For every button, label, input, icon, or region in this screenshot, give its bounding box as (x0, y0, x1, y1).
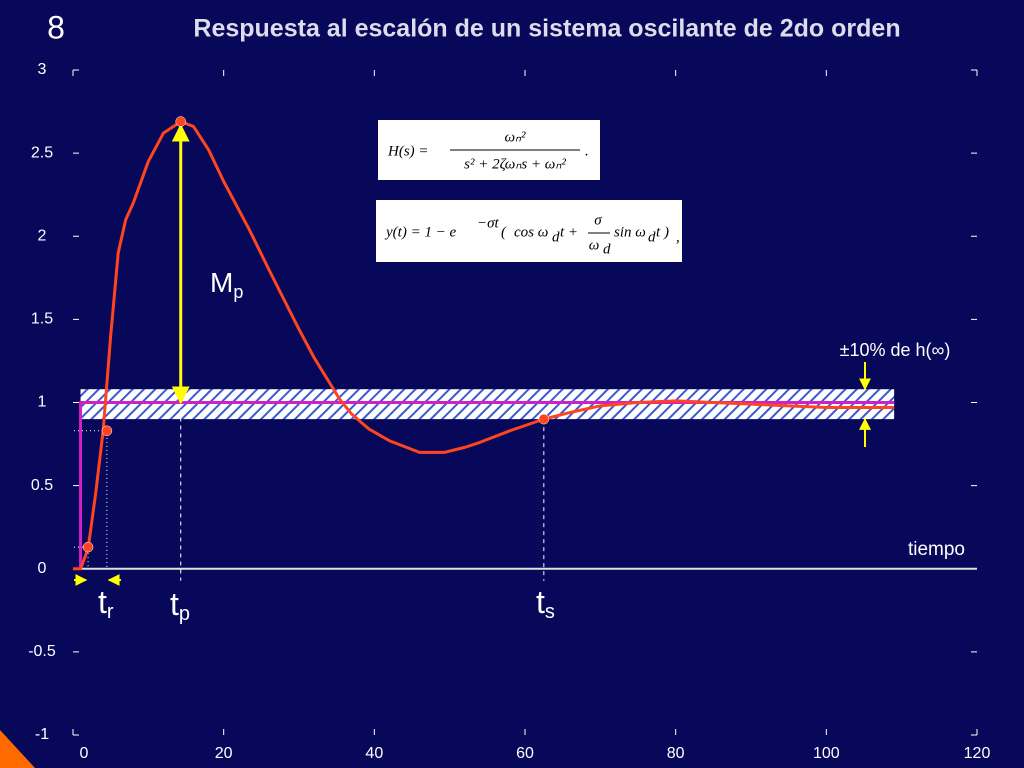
formula-sub: d (552, 229, 560, 245)
formula-text: t (656, 224, 661, 240)
formula-numerator: ωₙ² (504, 129, 526, 145)
annotation: tr (98, 584, 114, 623)
formula-denominator: s² + 2ζωₙs + ωₙ² (464, 156, 566, 172)
x-tick-label: 0 (80, 745, 89, 762)
annotation-main: t (98, 584, 107, 620)
formula-frac-num: σ (594, 212, 602, 228)
annotation: tp (170, 586, 190, 625)
annotation-main: M (210, 267, 233, 298)
y-tick-label: 2.5 (31, 144, 53, 161)
formula-punct: , (676, 229, 680, 245)
formula-exponent: −σt (477, 215, 500, 231)
formula-punct: . (585, 143, 589, 159)
x-tick-label: 60 (516, 745, 534, 762)
annotation-main: t (536, 584, 545, 620)
band-label: ±10% de h(∞) (840, 340, 951, 360)
x-tick-label: 40 (365, 745, 383, 762)
annotation-sub: r (107, 601, 114, 623)
x-axis-label: tiempo (908, 539, 965, 560)
series-line (73, 120, 895, 571)
x-tick-label: 100 (813, 745, 840, 762)
formula-sub: d (648, 229, 656, 245)
x-tick-label: 80 (667, 745, 685, 762)
annotation-sub: p (233, 282, 243, 302)
key-point (82, 541, 94, 553)
formula-paren: ) (663, 224, 669, 240)
y-tick-label: 0 (38, 560, 47, 577)
y-tick-label: 0.5 (31, 477, 53, 494)
annotation-sub: p (179, 603, 190, 625)
corner-decoration (0, 730, 35, 768)
rise-guide (74, 546, 89, 569)
formula-cos: cos ω (514, 224, 548, 240)
key-point (101, 425, 113, 437)
slide-number: 8 (47, 9, 65, 45)
y-tick-label: 3 (38, 61, 47, 78)
annotation-main: t (170, 586, 179, 622)
formula-lhs: H(s) = (387, 143, 429, 159)
y-tick-label: 1.5 (31, 311, 53, 328)
x-tick-label: 120 (964, 745, 991, 762)
transfer-formula: H(s) = ωₙ² s² + 2ζωₙs + ωₙ² . (378, 120, 600, 180)
annotation-sub: s (545, 601, 555, 623)
x-tick-label: 20 (215, 745, 233, 762)
y-tick-label: 2 (38, 227, 47, 244)
y-tick-label: 1 (38, 394, 47, 411)
key-point (538, 413, 550, 425)
annotation: ts (536, 584, 555, 623)
formula-sub: d (603, 241, 611, 257)
y-tick-label: -1 (35, 726, 49, 743)
formula-paren: ( (501, 224, 507, 240)
formula-sin: sin ω (614, 224, 646, 240)
chart-title: Respuesta al escalón de un sistema oscil… (193, 15, 900, 43)
formula-lhs: y(t) = 1 − e (384, 224, 457, 240)
y-tick-label: -0.5 (28, 643, 56, 660)
formula-text: t + (560, 224, 578, 240)
annotation: Mp (210, 267, 243, 301)
formula-frac-den: ω (589, 237, 600, 253)
key-point (175, 116, 186, 127)
response-formula: y(t) = 1 − e −σt ( cos ω d t + σ ω d sin… (376, 200, 682, 262)
